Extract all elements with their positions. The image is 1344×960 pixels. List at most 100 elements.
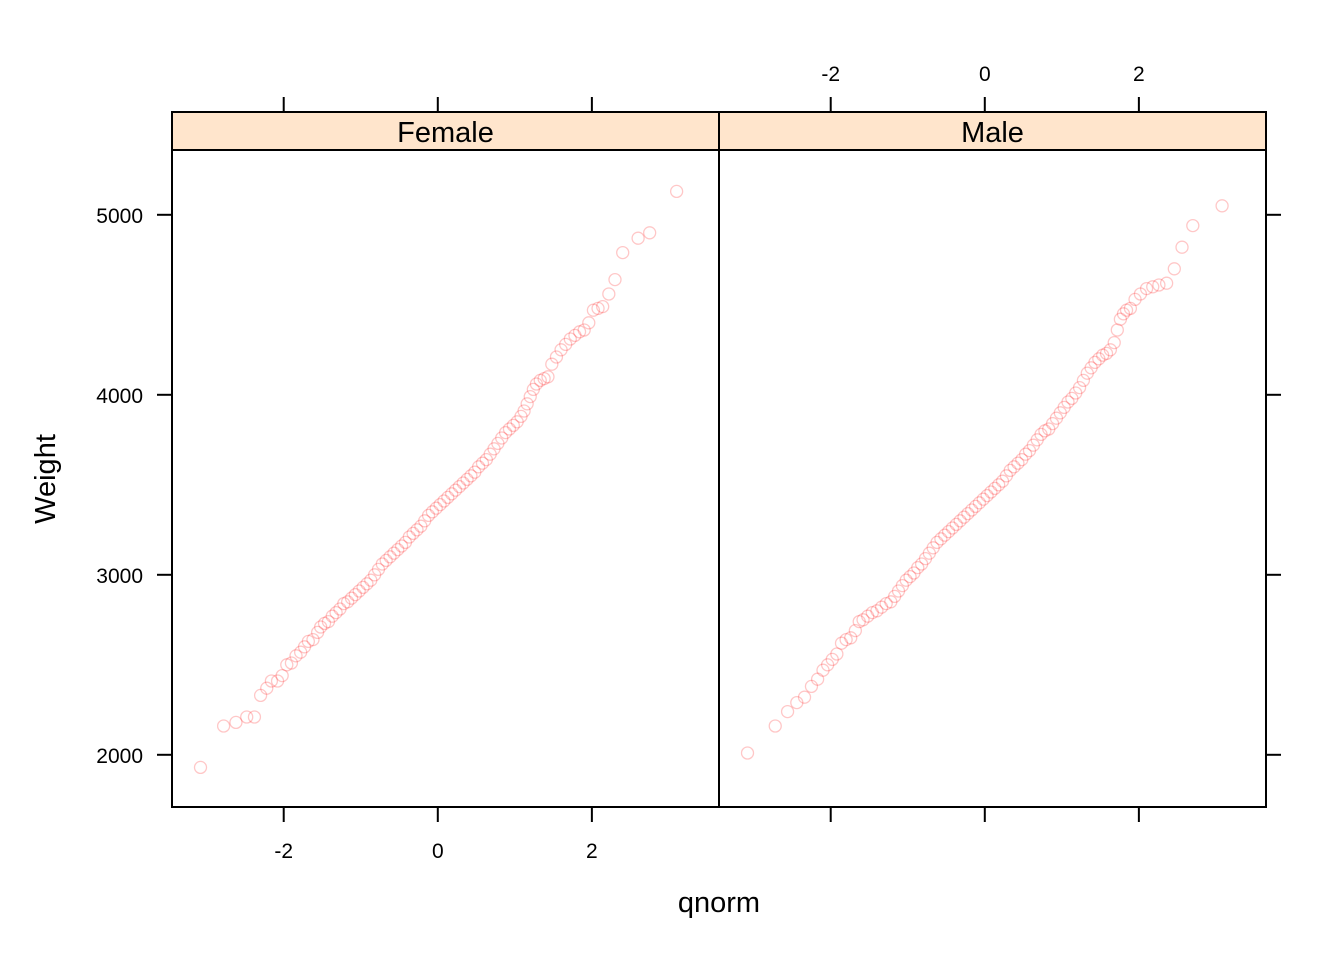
data-point: [918, 551, 933, 566]
y-tick-label: 4000: [96, 385, 143, 408]
data-point: [429, 501, 443, 515]
data-point: [563, 332, 577, 346]
data-point: [471, 460, 486, 474]
data-point: [498, 425, 513, 440]
data-point: [529, 377, 544, 391]
data-point: [491, 436, 505, 451]
data-point: [961, 506, 975, 521]
data-point: [456, 476, 470, 490]
data-point: [1099, 346, 1114, 361]
data-point: [669, 184, 684, 199]
data-point: [510, 415, 524, 429]
data-point: [517, 404, 531, 418]
data-point: [616, 245, 630, 260]
data-point: [348, 587, 363, 602]
data-point: [193, 760, 208, 775]
data-point: [884, 595, 898, 609]
data-point: [816, 663, 830, 677]
data-point: [284, 656, 299, 670]
data-point: [418, 514, 432, 528]
data-point: [608, 272, 622, 287]
data-point: [1072, 380, 1087, 395]
data-point: [483, 447, 497, 461]
data-point: [289, 649, 303, 663]
data-point: [387, 546, 401, 560]
data-point: [903, 569, 917, 584]
data-point: [537, 371, 551, 386]
data-point: [554, 343, 568, 357]
x-tick-label-bottom: -2: [274, 840, 293, 863]
data-point: [541, 370, 555, 384]
data-point: [533, 373, 547, 388]
y-tick-label: 3000: [96, 565, 143, 588]
data-point: [1076, 373, 1091, 388]
data-point: [464, 469, 478, 483]
data-point: [834, 636, 849, 650]
data-point: [810, 672, 825, 686]
data-point: [602, 287, 616, 301]
data-point: [356, 580, 370, 595]
data-point: [1026, 438, 1040, 452]
data-point: [270, 674, 285, 688]
panel-male-frame: [718, 149, 1267, 808]
data-point: [780, 704, 795, 719]
data-point: [514, 409, 528, 424]
data-point: [391, 542, 405, 557]
data-point: [479, 452, 493, 467]
data-point: [865, 605, 879, 620]
data-point: [448, 483, 463, 497]
data-point: [941, 524, 956, 539]
y-tick-label: 2000: [96, 745, 143, 768]
strip-female-bg: [171, 111, 720, 151]
data-point: [306, 632, 320, 647]
data-point: [879, 596, 893, 611]
data-point: [1128, 292, 1142, 307]
data-point: [861, 609, 875, 623]
data-point: [938, 528, 952, 542]
data-point: [229, 715, 243, 730]
data-point: [329, 605, 343, 620]
x-tick-label-top: 2: [1133, 63, 1145, 86]
y-tick-label: 5000: [96, 205, 143, 228]
data-point: [379, 553, 393, 568]
data-point: [506, 418, 520, 433]
data-point: [1186, 218, 1200, 233]
data-point: [410, 523, 424, 537]
data-point: [1139, 281, 1154, 296]
strip-male-bg: [718, 111, 1267, 151]
data-point: [839, 632, 853, 647]
data-point: [1159, 276, 1174, 290]
data-point: [995, 474, 1010, 488]
data-point: [344, 591, 359, 605]
data-point: [487, 442, 501, 456]
data-point: [421, 508, 436, 523]
data-point: [568, 328, 582, 343]
data-point: [949, 517, 963, 532]
data-point: [596, 299, 610, 314]
data-point: [1042, 422, 1056, 436]
data-point: [844, 631, 858, 645]
data-point: [992, 478, 1006, 492]
data-point: [1152, 278, 1166, 292]
x-axis-title: qnorm: [678, 887, 760, 919]
data-point: [891, 584, 906, 598]
data-point: [1133, 287, 1148, 301]
data-point: [870, 604, 884, 618]
panel-male-points: [740, 199, 1229, 760]
x-tick-label-bottom: 0: [432, 840, 444, 863]
data-point: [375, 557, 389, 571]
data-point: [275, 668, 289, 683]
data-point: [740, 746, 755, 760]
data-point: [325, 609, 339, 623]
x-tick-label-bottom: 2: [586, 840, 598, 863]
data-point: [1038, 424, 1052, 438]
data-point: [1175, 240, 1189, 254]
data-point: [1215, 199, 1229, 213]
data-point: [452, 479, 467, 494]
data-point: [1003, 463, 1017, 478]
data-point: [425, 505, 440, 519]
data-point: [848, 623, 863, 638]
data-point: [406, 526, 420, 541]
data-point: [371, 562, 386, 577]
